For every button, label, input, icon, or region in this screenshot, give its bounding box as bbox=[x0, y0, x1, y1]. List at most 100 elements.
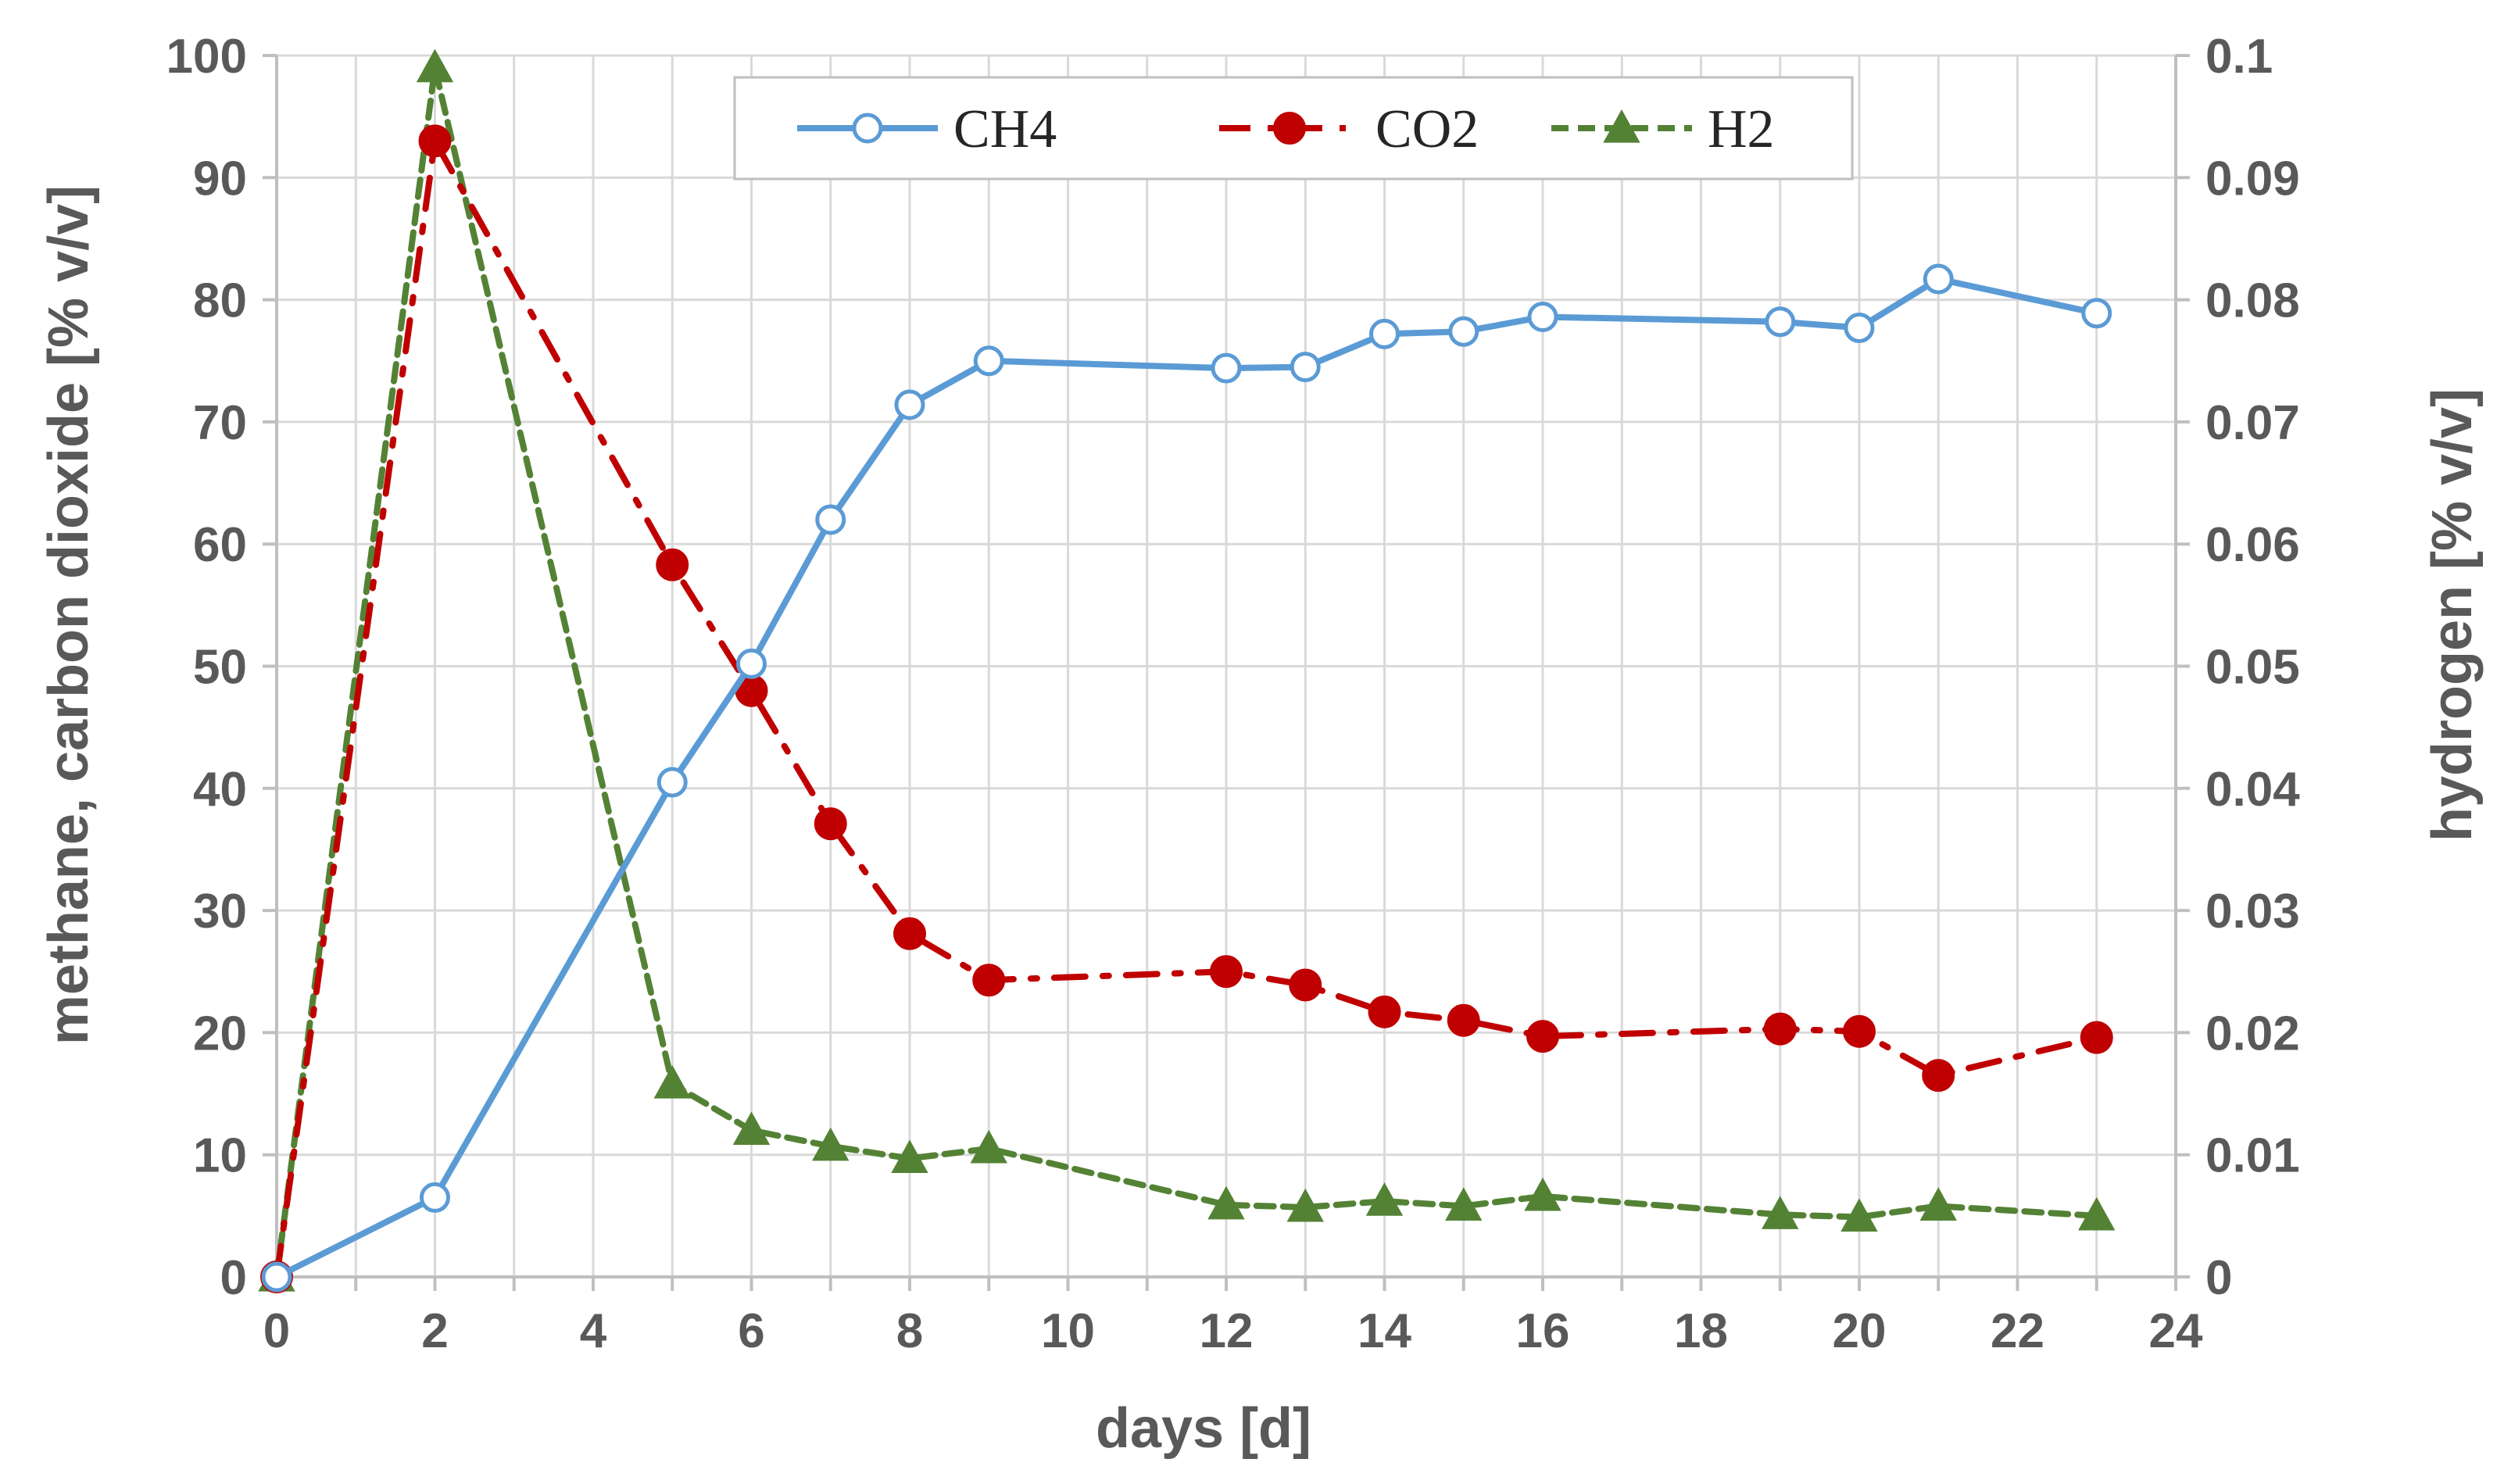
co2-point bbox=[2080, 1021, 2113, 1054]
legend-item-ch4: CH4 bbox=[797, 99, 1057, 159]
h2-point bbox=[1524, 1177, 1561, 1211]
h2-point bbox=[1762, 1196, 1799, 1229]
y-tick-label: 0 bbox=[220, 1251, 247, 1305]
legend-swatch-marker bbox=[1273, 112, 1306, 145]
h2-point bbox=[732, 1111, 771, 1146]
grid bbox=[275, 54, 2177, 1278]
x-tick-labels: 0 2 4 6 8 10 12 14 16 18 20 22 24 bbox=[263, 1304, 2203, 1358]
y-tick-label: 30 bbox=[193, 885, 247, 939]
y-tick-label: 50 bbox=[193, 641, 247, 695]
co2-point bbox=[1922, 1059, 1955, 1092]
x-tick-label: 6 bbox=[738, 1304, 764, 1358]
h2-point bbox=[1207, 1185, 1245, 1220]
h2-point bbox=[891, 1139, 928, 1173]
co2-point bbox=[1763, 1012, 1797, 1046]
y-tick-label: 80 bbox=[193, 274, 247, 328]
series-layer bbox=[258, 48, 2116, 1293]
y-tick-label: 100 bbox=[166, 30, 247, 84]
y2-tick-label: 0.03 bbox=[2205, 885, 2300, 939]
legend-item-h2: H2 bbox=[1551, 99, 1775, 159]
ch4-line bbox=[274, 276, 2100, 1280]
ch4-point bbox=[656, 767, 688, 798]
y-tick-label: 60 bbox=[193, 518, 247, 572]
x-tick-label: 8 bbox=[896, 1304, 923, 1358]
co2-point bbox=[1289, 968, 1322, 1002]
ch4-point bbox=[1765, 306, 1796, 338]
h2-point bbox=[653, 1064, 691, 1099]
x-tick-label: 14 bbox=[1358, 1304, 1411, 1358]
h2-point bbox=[1445, 1187, 1483, 1221]
h2-point bbox=[1286, 1188, 1324, 1222]
co2-point bbox=[1447, 1003, 1480, 1037]
x-tick-label: 10 bbox=[1041, 1304, 1095, 1358]
series-h2 bbox=[258, 48, 2116, 1292]
y2-tick-labels: 0 0.01 0.02 0.03 0.04 0.05 0.06 0.07 0.08 0.09 0.1 bbox=[2205, 30, 2300, 1305]
y2-tick-label: 0.1 bbox=[2205, 30, 2273, 84]
co2-point bbox=[418, 124, 452, 158]
ch4-point bbox=[1211, 352, 1242, 384]
x-tick-label: 0 bbox=[263, 1304, 290, 1358]
y-tick-label: 90 bbox=[193, 152, 247, 206]
y2-tick-label: 0.01 bbox=[2205, 1129, 2300, 1183]
h2-point bbox=[1840, 1198, 1878, 1232]
ch4-point bbox=[1448, 316, 1479, 347]
y2-tick-label: 0.07 bbox=[2205, 396, 2300, 450]
legend-label: CO2 bbox=[1375, 99, 1479, 159]
co2-point bbox=[893, 917, 926, 950]
y2-tick-label: 0 bbox=[2205, 1251, 2232, 1305]
ch4-point bbox=[973, 345, 1004, 377]
series-ch4 bbox=[261, 263, 2112, 1293]
ch4-point bbox=[1844, 313, 1875, 344]
co2-point bbox=[1210, 955, 1243, 989]
h2-point bbox=[970, 1129, 1007, 1164]
legend-label: H2 bbox=[1708, 99, 1775, 159]
co2-point bbox=[1843, 1014, 1876, 1048]
ch4-point bbox=[261, 1261, 292, 1293]
x-tick-label: 2 bbox=[421, 1304, 448, 1358]
co2-point bbox=[814, 807, 847, 841]
legend-item-co2: CO2 bbox=[1219, 99, 1479, 159]
h2-line bbox=[274, 64, 2100, 1280]
legend-swatch-marker bbox=[1603, 109, 1640, 143]
h2-point bbox=[416, 48, 454, 83]
y-tick-labels: 0 10 20 30 40 50 60 70 80 90 100 bbox=[166, 30, 247, 1305]
series-co2 bbox=[260, 124, 2113, 1293]
legend-label: CH4 bbox=[953, 99, 1057, 159]
x-tick-label: 12 bbox=[1200, 1304, 1254, 1358]
y-tick-label: 20 bbox=[193, 1007, 247, 1060]
y2-tick-label: 0.09 bbox=[2205, 152, 2300, 206]
ch4-point bbox=[2081, 298, 2112, 329]
y-tick-label: 40 bbox=[193, 763, 247, 817]
y2-tick-label: 0.08 bbox=[2205, 274, 2300, 328]
x-axis-title: days [d] bbox=[1096, 1397, 1311, 1460]
x-tick-label: 22 bbox=[1991, 1304, 2044, 1358]
ch4-point bbox=[894, 389, 925, 420]
h2-point bbox=[1919, 1187, 1957, 1221]
co2-point bbox=[1368, 995, 1401, 1028]
x-tick-label: 4 bbox=[580, 1304, 607, 1358]
axes bbox=[263, 54, 2190, 1291]
y2-tick-label: 0.06 bbox=[2205, 518, 2300, 572]
h2-point bbox=[1365, 1182, 1404, 1216]
ch4-point bbox=[1527, 301, 1558, 332]
y2-axis-title: hydrogen [% v/v] bbox=[2421, 388, 2484, 842]
ch4-point bbox=[1923, 263, 1954, 295]
ch4-point bbox=[815, 504, 846, 535]
legend: CH4 CO2 H2 bbox=[733, 76, 1854, 181]
y-tick-label: 10 bbox=[193, 1129, 247, 1183]
ch4-point bbox=[1369, 318, 1400, 349]
y-tick-label: 70 bbox=[193, 396, 247, 450]
y2-tick-label: 0.05 bbox=[2205, 641, 2300, 695]
co2-point bbox=[1526, 1020, 1559, 1053]
co2-line bbox=[274, 138, 2100, 1280]
ch4-point bbox=[1290, 352, 1321, 383]
co2-point bbox=[656, 548, 689, 581]
legend-swatch-marker bbox=[852, 113, 883, 144]
x-tick-label: 18 bbox=[1674, 1304, 1728, 1358]
h2-point bbox=[812, 1127, 850, 1161]
ch4-point bbox=[420, 1182, 450, 1213]
x-tick-label: 16 bbox=[1516, 1304, 1570, 1358]
ch4-point bbox=[736, 648, 767, 679]
x-tick-label: 20 bbox=[1833, 1304, 1887, 1358]
